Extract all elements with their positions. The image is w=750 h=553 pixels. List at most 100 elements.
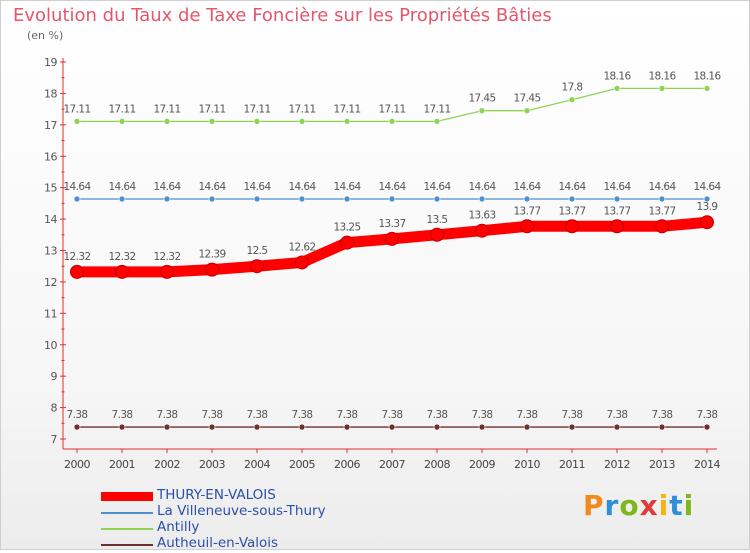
data-point-la-villeneuve-sous-thury [523,195,531,203]
data-label-antilly: 18.16 [693,70,721,82]
data-point-autheuil-en-valois [523,423,531,431]
data-point-autheuil-en-valois [568,423,576,431]
data-label-thury-en-valois: 13.63 [468,210,495,222]
x-tick-label: 2000 [64,458,90,471]
legend-swatch [101,528,153,530]
data-point-antilly [568,96,576,103]
logo-letter: i [683,489,695,522]
data-label-thury-en-valois: 12.32 [153,251,180,263]
data-label-thury-en-valois: 13.5 [427,214,448,226]
legend-swatch [101,544,153,546]
y-tick-label: 12 [44,276,57,289]
data-label-antilly: 17.11 [423,103,450,115]
data-label-autheuil-en-valois: 7.38 [67,409,88,421]
chart-title: Evolution du Taux de Taxe Foncière sur l… [13,5,552,26]
x-tick-label: 2008 [424,458,450,471]
y-tick-label: 10 [44,339,57,352]
data-label-thury-en-valois: 13.77 [513,205,540,217]
data-point-thury-en-valois [655,219,669,234]
data-label-thury-en-valois: 13.77 [648,205,675,217]
data-point-antilly [73,118,81,125]
logo-letter: r [604,489,620,522]
data-point-la-villeneuve-sous-thury [478,195,486,203]
logo-letter: i [658,489,670,522]
data-label-antilly: 17.8 [562,82,583,94]
unit-label: (en %) [27,29,64,42]
data-point-thury-en-valois [430,227,444,242]
data-point-la-villeneuve-sous-thury [253,195,261,203]
x-tick-label: 2009 [469,458,495,471]
data-label-antilly: 18.16 [648,70,676,82]
x-tick-label: 2005 [289,458,315,471]
logo-letter: t [669,489,684,522]
data-label-autheuil-en-valois: 7.38 [607,409,628,421]
data-point-antilly [433,118,441,125]
y-tick-label: 9 [51,370,58,383]
data-label-la-villeneuve-sous-thury: 14.64 [288,181,316,193]
data-point-antilly [298,118,306,125]
data-point-la-villeneuve-sous-thury [163,195,171,203]
legend-label: Autheuil-en-Valois [157,535,279,551]
data-point-thury-en-valois [295,255,309,270]
data-label-autheuil-en-valois: 7.38 [472,409,493,421]
data-label-la-villeneuve-sous-thury: 14.64 [693,181,721,193]
data-label-antilly: 17.11 [153,103,180,115]
data-point-antilly [523,107,531,114]
data-point-autheuil-en-valois [478,423,486,431]
x-tick-label: 2011 [559,458,585,471]
data-point-thury-en-valois [565,219,579,234]
y-tick-label: 16 [44,150,57,163]
data-label-autheuil-en-valois: 7.38 [382,409,403,421]
legend-label: Antilly [157,519,200,535]
data-label-la-villeneuve-sous-thury: 14.64 [63,181,91,193]
data-label-la-villeneuve-sous-thury: 14.64 [468,181,496,193]
data-point-thury-en-valois [700,215,714,230]
data-point-la-villeneuve-sous-thury [118,195,126,203]
data-label-thury-en-valois: 12.39 [198,249,225,261]
data-label-antilly: 18.16 [603,70,631,82]
data-point-la-villeneuve-sous-thury [568,195,576,203]
data-label-autheuil-en-valois: 7.38 [112,409,133,421]
data-label-autheuil-en-valois: 7.38 [697,409,718,421]
data-point-autheuil-en-valois [433,423,441,431]
data-point-antilly [388,118,396,125]
data-label-antilly: 17.11 [63,103,90,115]
logo-letter: P [583,489,605,522]
data-point-autheuil-en-valois [73,423,81,431]
data-point-antilly [118,118,126,125]
data-label-la-villeneuve-sous-thury: 14.64 [648,181,676,193]
data-label-la-villeneuve-sous-thury: 14.64 [378,181,406,193]
data-point-la-villeneuve-sous-thury [388,195,396,203]
data-label-thury-en-valois: 12.62 [288,241,315,253]
data-label-la-villeneuve-sous-thury: 14.64 [333,181,361,193]
data-label-thury-en-valois: 12.5 [247,245,268,257]
data-point-thury-en-valois [385,231,399,246]
x-tick-label: 2003 [199,458,225,471]
data-point-thury-en-valois [160,264,174,279]
y-tick-label: 14 [44,213,57,226]
data-label-autheuil-en-valois: 7.38 [427,409,448,421]
data-point-thury-en-valois [205,262,219,277]
x-tick-label: 2012 [604,458,630,471]
data-point-autheuil-en-valois [163,423,171,431]
x-tick-label: 2014 [694,458,720,471]
data-label-antilly: 17.45 [468,93,495,105]
data-point-thury-en-valois [475,223,489,238]
data-label-antilly: 17.11 [108,103,135,115]
data-point-antilly [478,107,486,114]
data-point-thury-en-valois [115,264,129,279]
logo-letter: o [619,489,640,522]
x-tick-label: 2002 [154,458,180,471]
x-tick-label: 2010 [514,458,540,471]
data-point-antilly [658,85,666,92]
data-label-la-villeneuve-sous-thury: 14.64 [108,181,136,193]
data-label-autheuil-en-valois: 7.38 [157,409,178,421]
data-label-antilly: 17.11 [288,103,315,115]
data-label-antilly: 17.45 [513,93,540,105]
proxiti-logo: Proxiti [583,489,694,522]
data-point-la-villeneuve-sous-thury [703,195,711,203]
legend-label: THURY-EN-VALOIS [157,487,276,503]
data-point-antilly [163,118,171,125]
data-point-antilly [613,85,621,92]
data-point-thury-en-valois [610,219,624,234]
